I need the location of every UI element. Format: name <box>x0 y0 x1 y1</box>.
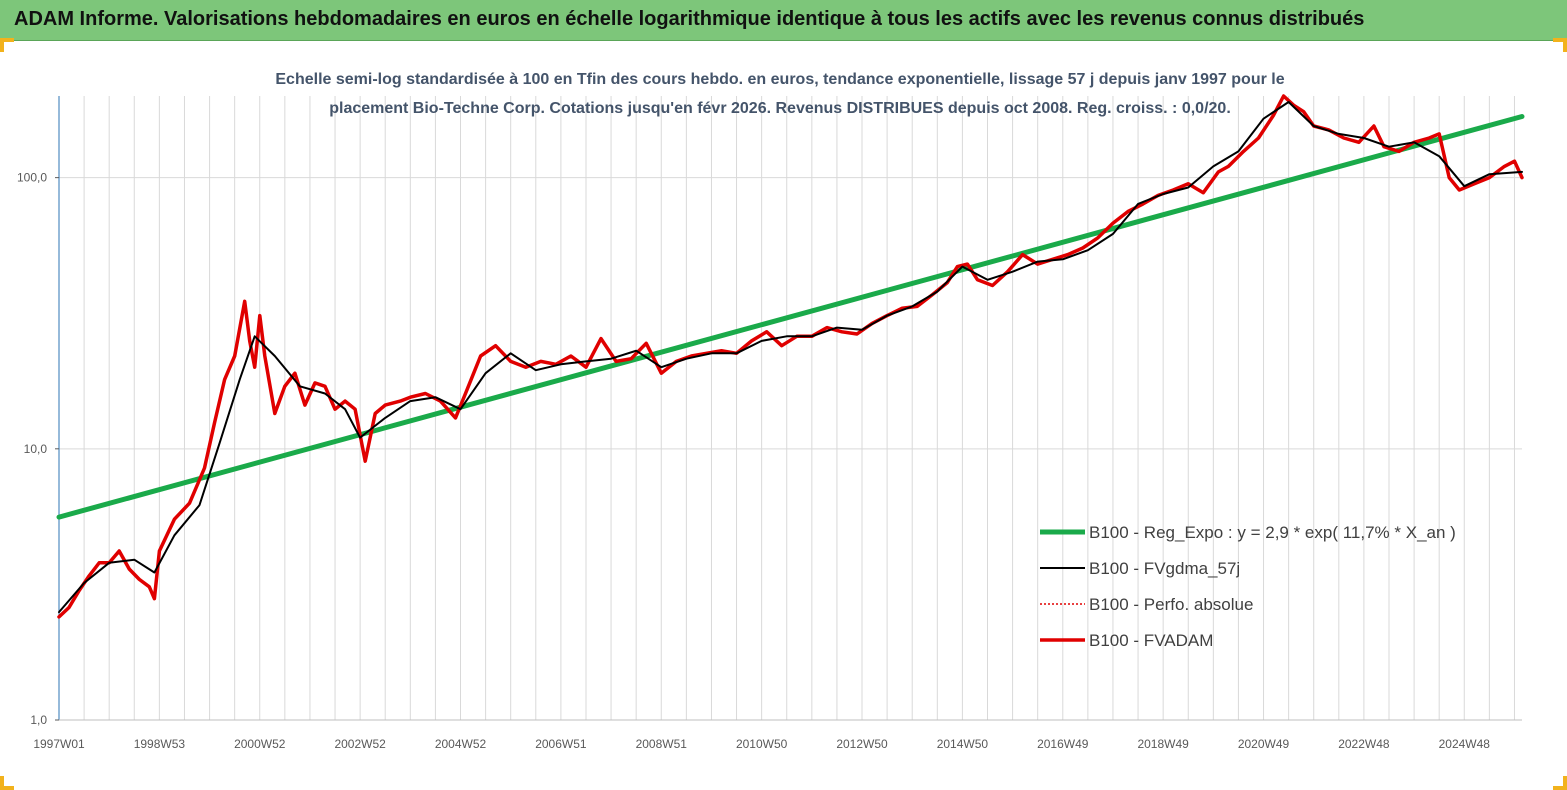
y-tick-label: 1,0 <box>30 713 47 727</box>
x-tick-label: 1997W01 <box>33 737 85 751</box>
legend-label-fvadam: B100 - FVADAM <box>1089 631 1213 650</box>
x-tick-label: 2004W52 <box>435 737 487 751</box>
axes: 1,0 10,0 100,0 1997W01 1998W53 2000W52 2002W52… <box>17 96 1522 751</box>
x-tick-label: 2018W49 <box>1137 737 1189 751</box>
x-tick-label: 2006W51 <box>535 737 587 751</box>
x-tick-label: 2010W50 <box>736 737 788 751</box>
corner-accent-top-left <box>0 38 14 52</box>
chart-title-line: placement Bio-Techne Corp. Cotations jus… <box>329 100 1231 117</box>
header-bar: ADAM Informe. Valorisations hebdomadaire… <box>0 0 1567 41</box>
series-line-fvgdma <box>58 101 1523 614</box>
x-tick-label: 1998W53 <box>134 737 186 751</box>
page-title: ADAM Informe. Valorisations hebdomadaire… <box>14 8 1365 30</box>
corner-accent-top-right <box>1553 38 1567 52</box>
y-tick-label: 100,0 <box>17 171 47 185</box>
corner-accent-bottom-right <box>1553 776 1567 790</box>
x-tick-label: 2000W52 <box>234 737 286 751</box>
x-tick-label: 2008W51 <box>636 737 688 751</box>
corner-accent-bottom-left <box>0 776 14 790</box>
series-line-reg <box>56 114 1525 520</box>
legend-label-perfo: B100 - Perfo. absolue <box>1089 595 1253 614</box>
x-tick-label: 2022W48 <box>1338 737 1390 751</box>
chart-area: 1,0 10,0 100,0 1997W01 1998W53 2000W52 2002W52… <box>17 71 1525 751</box>
series-lines <box>56 94 1525 619</box>
x-tick-label: 2024W48 <box>1439 737 1491 751</box>
x-tick-label: 2014W50 <box>937 737 989 751</box>
x-tick-label: 2012W50 <box>836 737 888 751</box>
legend: B100 - Reg_Expo : y = 2,9 * exp( 11,7% *… <box>1040 523 1456 650</box>
y-tick-label: 10,0 <box>24 442 48 456</box>
gridlines <box>58 96 1522 720</box>
chart-title-line: Echelle semi-log standardisée à 100 en T… <box>275 71 1284 88</box>
x-tick-label: 2020W49 <box>1238 737 1290 751</box>
legend-label-reg: B100 - Reg_Expo : y = 2,9 * exp( 11,7% *… <box>1089 523 1456 542</box>
x-tick-label: 2016W49 <box>1037 737 1089 751</box>
legend-label-fvgdma: B100 - FVgdma_57j <box>1089 559 1240 578</box>
chart-title: Echelle semi-log standardisée à 100 en T… <box>275 71 1284 117</box>
x-tick-label: 2002W52 <box>334 737 386 751</box>
